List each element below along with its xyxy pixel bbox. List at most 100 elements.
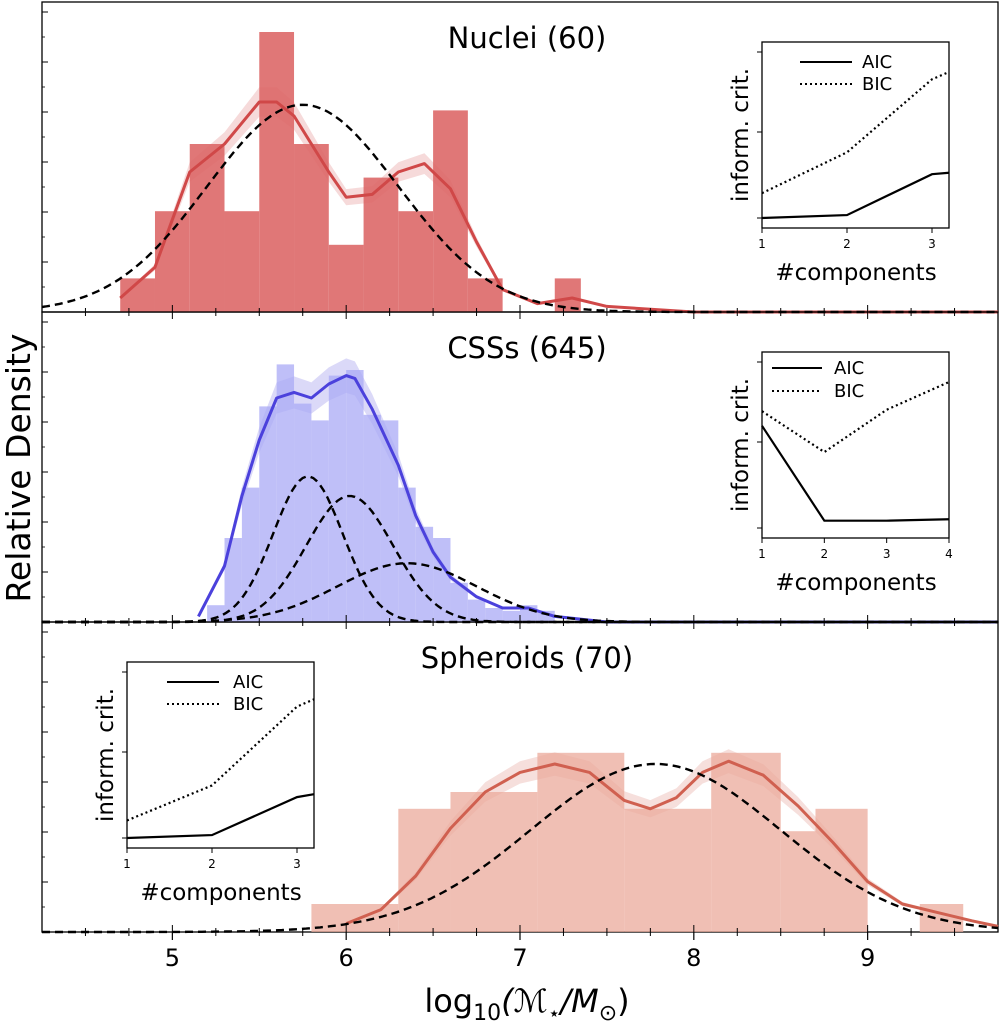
histogram bbox=[207, 364, 555, 622]
histogram-bar bbox=[311, 904, 399, 932]
histogram-bar bbox=[363, 414, 381, 622]
histogram-bar bbox=[398, 211, 434, 312]
histogram-bar bbox=[328, 244, 364, 312]
inset-ylabel: inform. crit. bbox=[728, 378, 754, 512]
legend-aic-label: AIC bbox=[862, 52, 892, 73]
inset-x-tick-label: 4 bbox=[945, 547, 953, 561]
histogram-bar bbox=[154, 211, 190, 312]
x-axis-label-star: ⋆ bbox=[548, 1001, 561, 1024]
inset-xlabel: #components bbox=[775, 570, 936, 596]
panel-spheroids: Spheroids (70) 1 2 3 AIC BIC inform. crit.… bbox=[41, 621, 999, 934]
inset-x-tick-label: 1 bbox=[758, 237, 766, 251]
x-axis-label: log10(ℳ⋆/M⊙) bbox=[424, 982, 629, 1024]
inset-xlabel: #components bbox=[140, 880, 301, 906]
histogram-bar bbox=[276, 364, 295, 622]
aic-curve bbox=[126, 793, 315, 840]
histogram-bar bbox=[328, 375, 347, 622]
histogram-bar bbox=[241, 487, 260, 622]
inset-x-ticks: 1 2 3 bbox=[122, 671, 301, 871]
histogram-bar bbox=[815, 808, 868, 932]
aic-curve bbox=[761, 425, 950, 522]
inset-x-tick-label: 1 bbox=[758, 547, 766, 561]
legend-bic-label: BIC bbox=[862, 74, 892, 95]
x-axis-tick-label: 6 bbox=[339, 944, 354, 972]
histogram-bar bbox=[398, 487, 416, 622]
inset-x-tick-label: 2 bbox=[843, 237, 851, 251]
inset-x-tick-label: 3 bbox=[928, 237, 936, 251]
bic-curve bbox=[761, 70, 950, 195]
x-axis-label-msun: /M bbox=[557, 982, 598, 1020]
histogram-bar bbox=[294, 403, 312, 622]
histogram-bar bbox=[398, 808, 451, 932]
histogram-bar bbox=[467, 278, 503, 312]
x-axis-label-subscript: 10 bbox=[473, 1001, 501, 1024]
kde-line bbox=[197, 374, 998, 624]
inset-x-ticks: 1 2 3 4 bbox=[757, 361, 953, 561]
histogram-bar bbox=[537, 752, 625, 932]
inset-x-ticks: 1 2 3 bbox=[757, 51, 936, 251]
panel-csss: CSSs (645) 1 2 3 4 AIC BIC inform. crit. #c… bbox=[41, 311, 999, 624]
x-axis-label-sun: ⊙ bbox=[599, 1001, 617, 1024]
legend-aic-label: AIC bbox=[834, 358, 864, 379]
x-axis-label-close: ) bbox=[617, 982, 629, 1020]
histogram-bar bbox=[502, 610, 520, 622]
x-axis: 5 6 7 8 9 bbox=[84, 932, 956, 972]
inset-x-tick-label: 3 bbox=[883, 547, 891, 561]
panel-nuclei: Nuclei (60) 1 2 3 AIC BIC inform. crit. #c… bbox=[41, 1, 999, 314]
histogram-bar bbox=[450, 582, 468, 622]
inset-curves bbox=[126, 698, 315, 840]
inset-curves bbox=[761, 380, 950, 522]
gaussian-component bbox=[42, 561, 998, 624]
histogram-bar bbox=[711, 752, 781, 932]
inset-ylabel: inform. crit. bbox=[93, 688, 119, 822]
y-ticks bbox=[42, 622, 956, 933]
histogram-bar bbox=[537, 610, 555, 622]
inset-x-tick-label: 3 bbox=[293, 857, 301, 871]
histogram-bar bbox=[363, 177, 399, 312]
histogram-bar bbox=[259, 406, 277, 622]
histogram-bar bbox=[485, 608, 503, 622]
histogram-bar bbox=[259, 32, 295, 312]
inset-xlabel: #components bbox=[775, 260, 936, 286]
y-axis-label: Relative Density bbox=[0, 333, 38, 602]
histogram-bar bbox=[224, 538, 242, 622]
inset-frame bbox=[761, 41, 950, 229]
kde-curve bbox=[119, 100, 998, 314]
x-axis-tick-label: 8 bbox=[686, 944, 701, 972]
inset-x-tick-label: 2 bbox=[208, 857, 216, 871]
gaussian-fit bbox=[41, 103, 998, 314]
inset-x-tick-label: 1 bbox=[123, 857, 131, 871]
kde-curve bbox=[197, 374, 998, 624]
histogram bbox=[120, 32, 581, 313]
legend-bic-label: BIC bbox=[233, 694, 263, 715]
histogram-bar bbox=[294, 144, 329, 312]
bic-curve bbox=[126, 698, 315, 822]
inset-x-tick-label: 2 bbox=[821, 547, 829, 561]
x-axis-label-mass: (ℳ bbox=[501, 982, 548, 1020]
inset-frame bbox=[761, 351, 950, 539]
histogram-bar bbox=[624, 808, 712, 932]
kde-curve bbox=[345, 759, 999, 928]
inset-frame bbox=[126, 661, 315, 849]
inset-info-criterion: 1 2 3 AIC BIC inform. crit. #components bbox=[728, 41, 950, 286]
x-axis-label-main: log bbox=[424, 982, 473, 1020]
gaussian-component bbox=[41, 103, 998, 314]
gaussian-component bbox=[42, 762, 999, 934]
x-axis-tick-label: 7 bbox=[512, 944, 527, 972]
inset-curves bbox=[761, 70, 950, 220]
kde-line bbox=[119, 100, 998, 314]
inset-info-criterion: 1 2 3 AIC BIC inform. crit. #components bbox=[93, 661, 315, 906]
aic-curve bbox=[761, 171, 950, 220]
x-axis-tick-label: 9 bbox=[860, 944, 875, 972]
panel-title: Spheroids (70) bbox=[421, 641, 633, 675]
panel-title: Nuclei (60) bbox=[448, 21, 607, 55]
histogram-bar bbox=[415, 526, 434, 622]
panel-title: CSSs (645) bbox=[447, 331, 606, 365]
histogram-bar bbox=[433, 538, 451, 622]
legend-aic-label: AIC bbox=[233, 672, 263, 693]
inset-info-criterion: 1 2 3 4 AIC BIC inform. crit. #components bbox=[728, 351, 953, 596]
histogram-bar bbox=[467, 599, 486, 622]
histogram-bar bbox=[380, 420, 399, 622]
histogram-bar bbox=[224, 211, 260, 312]
